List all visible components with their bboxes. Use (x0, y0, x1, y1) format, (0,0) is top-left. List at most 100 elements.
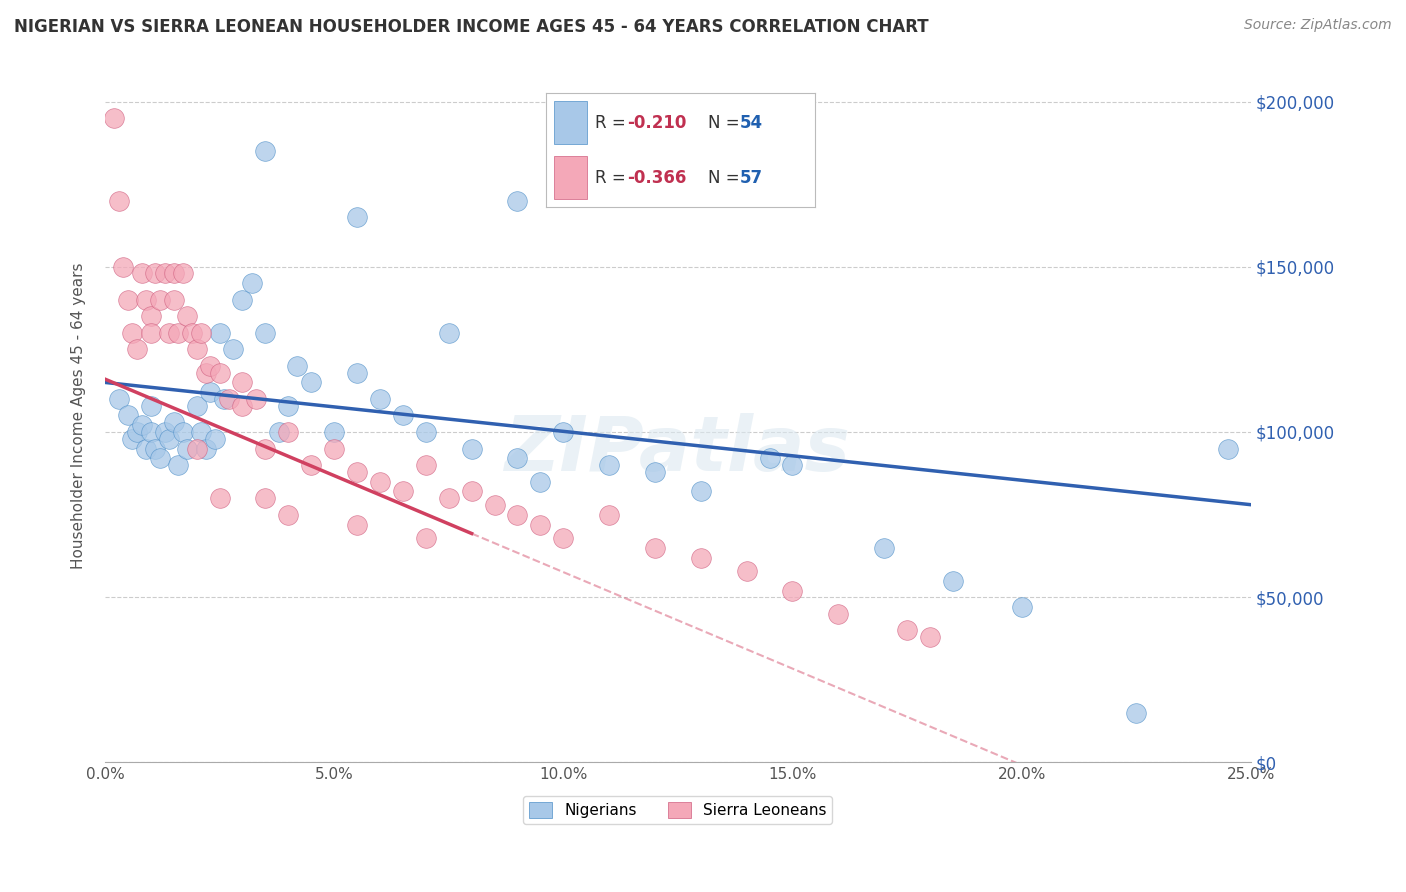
Point (782, 583, 804, 598)
Point (245, 392, 267, 406)
Point (167, 458, 190, 472)
Point (163, 266, 186, 280)
Point (1216, 442, 1239, 456)
Point (598, 508, 620, 522)
Point (553, 425, 575, 439)
Point (346, 366, 368, 380)
Point (117, 409, 139, 423)
Point (112, 260, 135, 274)
Point (222, 343, 245, 357)
Point (323, 425, 346, 439)
Point (125, 343, 148, 357)
Point (368, 392, 391, 406)
Point (149, 293, 172, 307)
Point (644, 541, 666, 555)
Point (346, 517, 368, 532)
Point (208, 491, 231, 505)
Point (153, 266, 176, 280)
Point (689, 484, 711, 499)
Point (157, 326, 180, 340)
Point (163, 293, 186, 307)
Point (437, 491, 460, 505)
Point (346, 211, 368, 225)
Point (131, 418, 153, 433)
Point (392, 409, 415, 423)
Point (200, 385, 222, 400)
Point (107, 194, 129, 208)
Point (277, 425, 299, 439)
Text: ZIPatlas: ZIPatlas (505, 413, 851, 487)
Point (240, 277, 263, 291)
Point (139, 326, 162, 340)
Point (484, 498, 506, 512)
Point (299, 376, 322, 390)
Point (553, 531, 575, 545)
Point (460, 484, 482, 499)
Point (758, 451, 780, 466)
Point (415, 531, 437, 545)
Point (176, 442, 198, 456)
Point (231, 376, 253, 390)
Point (125, 425, 148, 439)
Point (208, 366, 231, 380)
Point (287, 359, 309, 373)
Point (145, 442, 167, 456)
Point (782, 458, 804, 472)
Point (167, 326, 190, 340)
Point (157, 432, 180, 446)
Point (121, 326, 143, 340)
Point (107, 392, 129, 406)
Point (131, 266, 153, 280)
Point (254, 442, 277, 456)
Point (415, 458, 437, 472)
Point (139, 399, 162, 413)
Point (194, 366, 217, 380)
Point (186, 399, 208, 413)
Point (827, 607, 849, 621)
Point (896, 624, 918, 638)
Point (392, 484, 415, 499)
Point (506, 508, 529, 522)
Point (149, 451, 172, 466)
Point (644, 465, 666, 479)
Legend: Nigerians, Sierra Leoneans: Nigerians, Sierra Leoneans (523, 796, 832, 824)
Point (918, 630, 941, 644)
Text: Source: ZipAtlas.com: Source: ZipAtlas.com (1244, 18, 1392, 32)
Point (254, 326, 277, 340)
Point (269, 425, 291, 439)
Point (135, 293, 157, 307)
Point (208, 326, 231, 340)
Point (212, 392, 235, 406)
Point (139, 425, 162, 439)
Point (186, 343, 208, 357)
Point (145, 266, 167, 280)
Point (277, 399, 299, 413)
Point (218, 392, 240, 406)
Point (172, 266, 194, 280)
Y-axis label: Householder Income Ages 45 - 64 years: Householder Income Ages 45 - 64 years (72, 262, 86, 569)
Point (186, 442, 208, 456)
Point (460, 442, 482, 456)
Point (323, 442, 346, 456)
Point (299, 458, 322, 472)
Point (529, 517, 551, 532)
Point (190, 326, 212, 340)
Point (254, 144, 277, 158)
Point (200, 359, 222, 373)
Point (139, 310, 162, 324)
Point (506, 451, 529, 466)
Point (135, 442, 157, 456)
Point (1011, 600, 1033, 615)
Point (194, 442, 217, 456)
Point (254, 491, 277, 505)
Point (231, 399, 253, 413)
Point (598, 458, 620, 472)
Point (346, 465, 368, 479)
Point (103, 111, 125, 125)
Point (529, 475, 551, 489)
Point (415, 425, 437, 439)
Point (231, 293, 253, 307)
Point (153, 425, 176, 439)
Point (204, 432, 226, 446)
Point (437, 326, 460, 340)
